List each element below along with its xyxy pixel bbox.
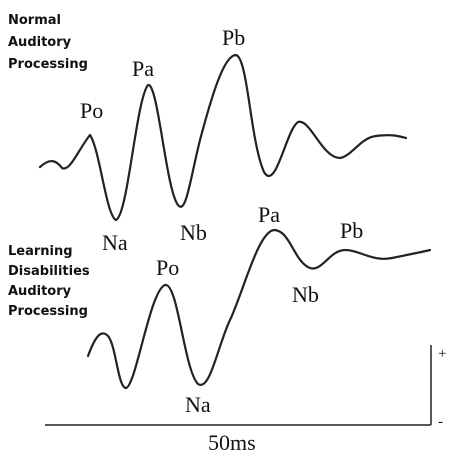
peak-label: Po xyxy=(156,255,179,280)
ld-wave xyxy=(86,228,432,390)
peak-label: Pa xyxy=(258,202,280,227)
peak-label: Po xyxy=(80,98,103,123)
peak-label: Pb xyxy=(340,218,363,243)
normal-label: Processing xyxy=(8,57,88,72)
peak-label: Na xyxy=(102,230,128,255)
peak-label: Pa xyxy=(132,56,154,81)
peak-label: Nb xyxy=(180,220,207,245)
plus-sign: + xyxy=(438,346,446,362)
time-scale-label: 50ms xyxy=(208,430,256,455)
normal-label: Normal xyxy=(8,13,61,28)
ld-label: Disabilities xyxy=(8,264,90,279)
ld-label: Learning xyxy=(8,244,73,259)
minus-sign: - xyxy=(438,414,443,430)
peak-label: Nb xyxy=(292,282,319,307)
normal-wave xyxy=(38,53,408,222)
normal-label: Auditory xyxy=(8,35,72,50)
ld-label: Auditory xyxy=(8,284,72,299)
peak-label: Pb xyxy=(222,25,245,50)
ld-label: Processing xyxy=(8,304,88,319)
peak-label: Na xyxy=(185,392,211,417)
